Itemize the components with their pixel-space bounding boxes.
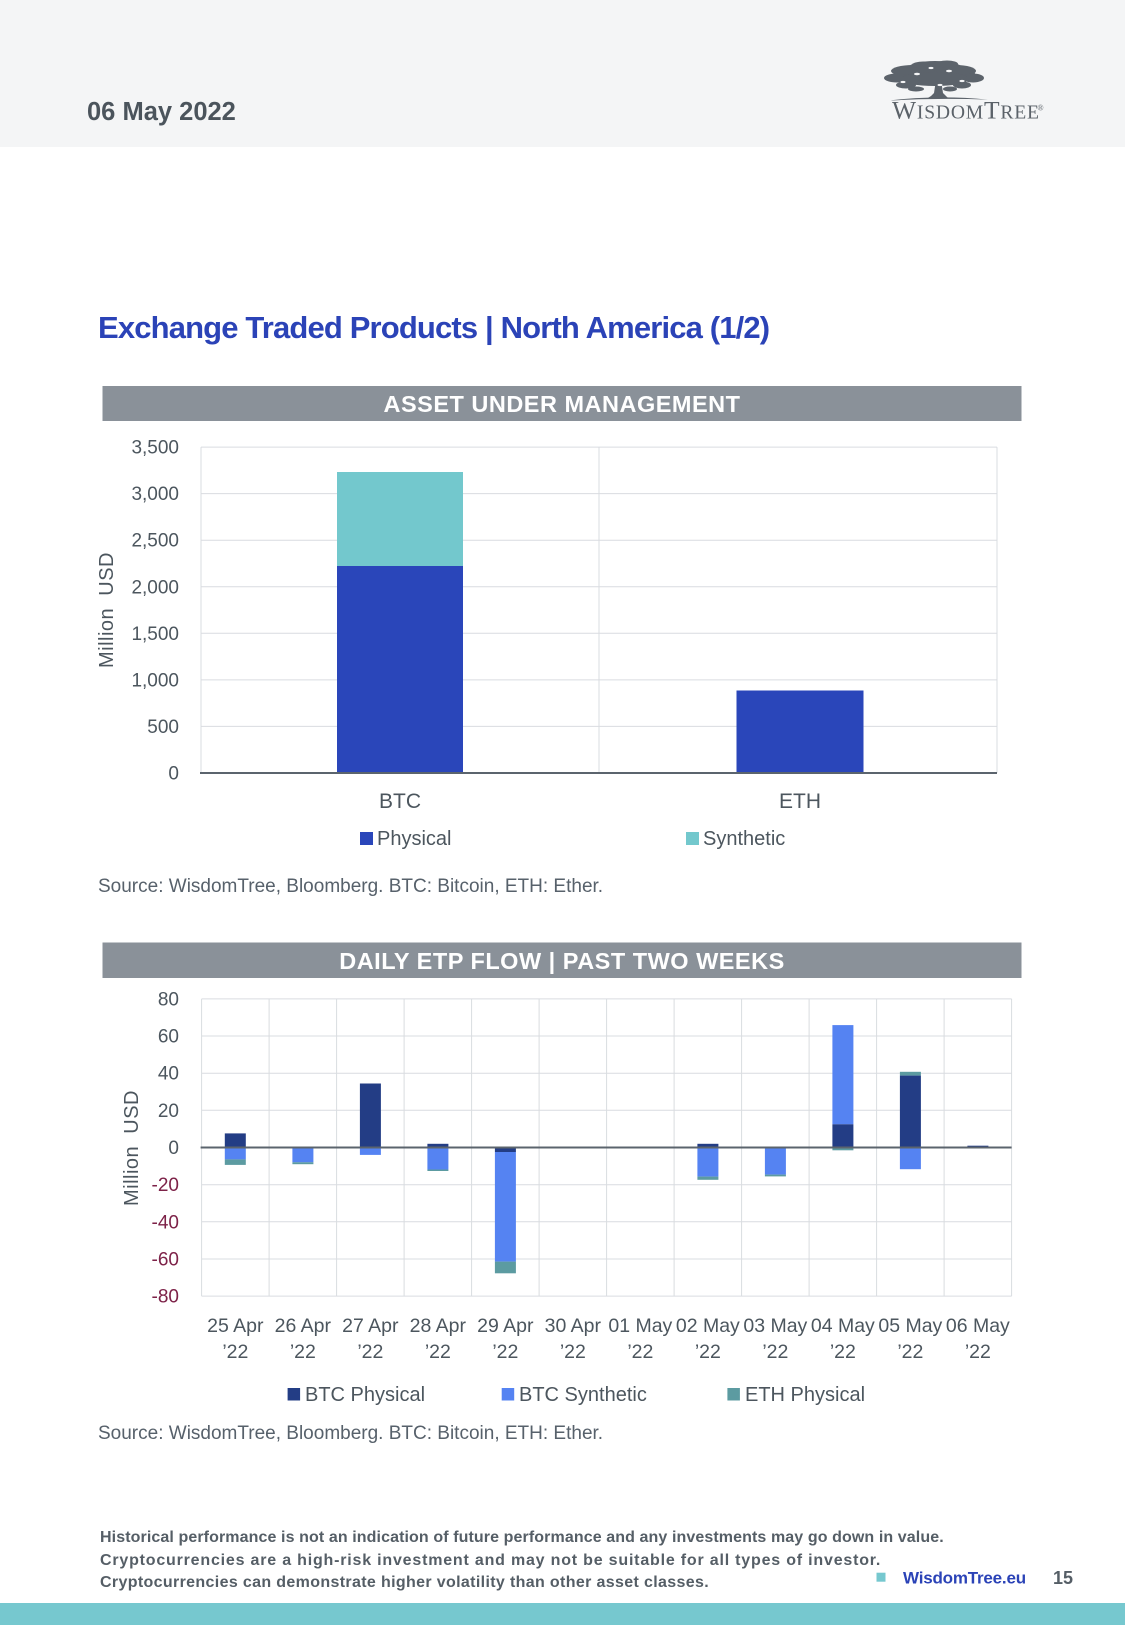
- svg-text:ASSET UNDER MANAGEMENT: ASSET UNDER MANAGEMENT: [384, 391, 741, 417]
- svg-text:Source: WisdomTree, Bloomberg.: Source: WisdomTree, Bloomberg. BTC: Bitc…: [98, 876, 603, 897]
- svg-text:BTC Physical: BTC Physical: [305, 1384, 425, 1406]
- svg-text:20: 20: [158, 1101, 179, 1122]
- svg-text:-60: -60: [152, 1249, 179, 1270]
- svg-text:Source: WisdomTree, Bloomberg.: Source: WisdomTree, Bloomberg. BTC: Bitc…: [98, 1423, 603, 1444]
- svg-text:’22: ’22: [492, 1341, 518, 1363]
- svg-text:’22: ’22: [897, 1341, 923, 1363]
- svg-text:DAILY ETP FLOW | PAST TWO WEEK: DAILY ETP FLOW | PAST TWO WEEKS: [339, 948, 785, 974]
- svg-text:BTC: BTC: [379, 790, 421, 813]
- svg-text:’22: ’22: [290, 1341, 316, 1363]
- svg-text:03 May: 03 May: [743, 1315, 807, 1337]
- svg-text:Cryptocurrencies can demonstra: Cryptocurrencies can demonstrate higher …: [100, 1574, 709, 1591]
- svg-text:3,500: 3,500: [131, 438, 179, 459]
- svg-text:Exchange Traded Products | Nor: Exchange Traded Products | North America…: [98, 310, 769, 345]
- svg-text:Million USD: Million USD: [96, 552, 118, 668]
- svg-text:’22: ’22: [830, 1341, 856, 1363]
- svg-text:25 Apr: 25 Apr: [207, 1315, 264, 1337]
- svg-text:’22: ’22: [762, 1341, 788, 1363]
- svg-text:1,000: 1,000: [131, 670, 179, 691]
- svg-text:Cryptocurrencies are a high-ri: Cryptocurrencies are a high-risk investm…: [100, 1552, 881, 1569]
- svg-text:15: 15: [1053, 1568, 1073, 1588]
- svg-text:Historical performance is not: Historical performance is not an indicat…: [100, 1529, 944, 1546]
- svg-text:02 May: 02 May: [676, 1315, 740, 1337]
- svg-text:ETH: ETH: [779, 790, 821, 813]
- svg-text:WisdomTree.eu: WisdomTree.eu: [903, 1569, 1026, 1588]
- svg-text:®: ®: [1038, 104, 1044, 113]
- svg-text:27 Apr: 27 Apr: [342, 1315, 399, 1337]
- svg-text:0: 0: [168, 1138, 179, 1159]
- svg-text:’22: ’22: [560, 1341, 586, 1363]
- svg-text:1,500: 1,500: [131, 624, 179, 645]
- svg-text:05 May: 05 May: [878, 1315, 942, 1337]
- svg-text:Million USD: Million USD: [121, 1090, 143, 1206]
- svg-text:06 May 2022: 06 May 2022: [87, 98, 236, 126]
- svg-text:40: 40: [158, 1064, 179, 1085]
- svg-text:’22: ’22: [965, 1341, 991, 1363]
- svg-text:Physical: Physical: [377, 828, 451, 850]
- svg-text:BTC Synthetic: BTC Synthetic: [519, 1384, 647, 1406]
- svg-text:2,000: 2,000: [131, 577, 179, 598]
- svg-text:-20: -20: [152, 1175, 179, 1196]
- svg-text:-80: -80: [152, 1287, 179, 1308]
- svg-text:01 May: 01 May: [608, 1315, 672, 1337]
- svg-text:ETH Physical: ETH Physical: [745, 1384, 865, 1406]
- svg-text:0: 0: [168, 764, 179, 785]
- svg-text:500: 500: [147, 717, 179, 738]
- svg-text:26 Apr: 26 Apr: [275, 1315, 332, 1337]
- svg-text:80: 80: [158, 989, 179, 1010]
- svg-text:29 Apr: 29 Apr: [477, 1315, 534, 1337]
- svg-text:’22: ’22: [695, 1341, 721, 1363]
- svg-text:30 Apr: 30 Apr: [545, 1315, 602, 1337]
- svg-text:’22: ’22: [222, 1341, 248, 1363]
- svg-text:60: 60: [158, 1027, 179, 1048]
- svg-text:’22: ’22: [357, 1341, 383, 1363]
- svg-text:04 May: 04 May: [811, 1315, 875, 1337]
- svg-text:2,500: 2,500: [131, 531, 179, 552]
- svg-text:’22: ’22: [627, 1341, 653, 1363]
- svg-text:06 May: 06 May: [946, 1315, 1010, 1337]
- svg-text:-40: -40: [152, 1212, 179, 1233]
- svg-text:Synthetic: Synthetic: [703, 828, 785, 850]
- svg-text:’22: ’22: [425, 1341, 451, 1363]
- svg-text:3,000: 3,000: [131, 484, 179, 505]
- svg-text:28 Apr: 28 Apr: [410, 1315, 467, 1337]
